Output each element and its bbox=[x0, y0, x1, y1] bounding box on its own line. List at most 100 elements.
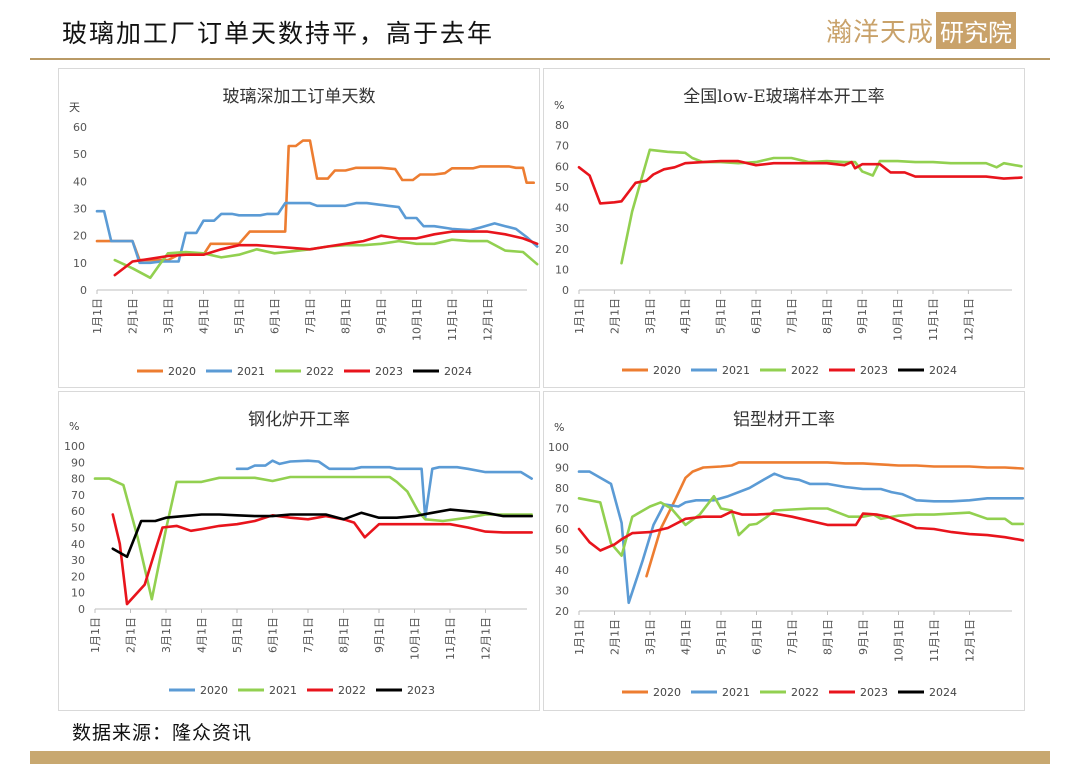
x-tick-label: 8月1日 bbox=[822, 619, 835, 655]
x-tick-label: 9月1日 bbox=[375, 298, 388, 334]
legend-label-2020: 2020 bbox=[653, 686, 681, 699]
y-tick-label: 100 bbox=[64, 440, 85, 453]
x-tick-label: 4月1日 bbox=[196, 617, 209, 653]
x-tick-label: 1月1日 bbox=[91, 298, 104, 334]
company-logo: 瀚洋天成 研究院 bbox=[826, 10, 1017, 50]
x-tick-label: 6月1日 bbox=[269, 298, 282, 334]
x-tick-label: 7月1日 bbox=[302, 617, 315, 653]
x-tick-label: 10月1日 bbox=[409, 617, 422, 660]
y-tick-label: 50 bbox=[73, 148, 87, 161]
x-tick-label: 5月1日 bbox=[233, 298, 246, 334]
y-tick-label: 50 bbox=[71, 522, 85, 535]
legend-label-2024: 2024 bbox=[929, 686, 957, 699]
legend-label-2023: 2023 bbox=[375, 365, 403, 378]
series-line-2021 bbox=[95, 201, 539, 265]
chart-aluminum-rate: 铝型材开工率% 20 30 40 50 60 70 80 90 100 1月1日 2月1日 3月1日 4月… bbox=[548, 410, 1024, 699]
y-tick-label: 30 bbox=[71, 554, 85, 567]
y-tick-label: 20 bbox=[555, 605, 569, 618]
chart-title: 铝型材开工率 bbox=[733, 410, 835, 430]
logo-box-text: 研究院 bbox=[936, 11, 1017, 49]
legend-label-2024: 2024 bbox=[929, 364, 957, 377]
chart-panel-aluminum-rate: 铝型材开工率% 20 30 40 50 60 70 80 90 100 1月1日 2月1日 3月1日 4月… bbox=[543, 391, 1025, 711]
series-line-2021 bbox=[577, 470, 1024, 605]
x-tick-label: 2月1日 bbox=[125, 617, 138, 653]
x-tick-label: 9月1日 bbox=[856, 298, 869, 334]
y-tick-label: 30 bbox=[555, 585, 569, 598]
x-tick-label: 10月1日 bbox=[892, 298, 905, 341]
x-tick-label: 10月1日 bbox=[893, 619, 906, 662]
x-tick-label: 8月1日 bbox=[340, 298, 353, 334]
legend-label-2022: 2022 bbox=[338, 684, 366, 697]
series-line-2022 bbox=[111, 513, 534, 606]
y-unit-label: % bbox=[69, 420, 79, 433]
x-tick-label: 12月1日 bbox=[964, 619, 977, 662]
legend-label-2022: 2022 bbox=[791, 686, 819, 699]
x-tick-label: 6月1日 bbox=[751, 619, 764, 655]
x-tick-label: 9月1日 bbox=[857, 619, 870, 655]
x-tick-label: 3月1日 bbox=[162, 298, 175, 334]
y-unit-label: % bbox=[554, 421, 564, 434]
legend-label-2020: 2020 bbox=[200, 684, 228, 697]
x-tick-label: 1月1日 bbox=[89, 617, 102, 653]
y-tick-label: 50 bbox=[555, 544, 569, 557]
y-tick-label: 40 bbox=[71, 538, 85, 551]
legend-label-2021: 2021 bbox=[722, 364, 750, 377]
y-tick-label: 40 bbox=[555, 202, 569, 215]
y-tick-label: 80 bbox=[555, 482, 569, 495]
x-tick-label: 7月1日 bbox=[785, 298, 798, 334]
x-tick-label: 10月1日 bbox=[411, 298, 424, 341]
y-tick-label: 30 bbox=[555, 222, 569, 235]
x-tick-label: 3月1日 bbox=[160, 617, 173, 653]
logo-text: 瀚洋天成 bbox=[826, 17, 935, 48]
series-line-2020 bbox=[645, 461, 1024, 578]
x-tick-label: 3月1日 bbox=[644, 298, 657, 334]
y-tick-label: 40 bbox=[73, 175, 87, 188]
y-tick-label: 60 bbox=[555, 160, 569, 173]
x-tick-label: 7月1日 bbox=[304, 298, 317, 334]
legend-label-2023: 2023 bbox=[860, 364, 888, 377]
x-tick-label: 2月1日 bbox=[127, 298, 140, 334]
y-tick-label: 60 bbox=[555, 523, 569, 536]
x-tick-label: 4月1日 bbox=[198, 298, 211, 334]
x-tick-label: 2月1日 bbox=[608, 298, 621, 334]
x-tick-label: 6月1日 bbox=[267, 617, 280, 653]
header-divider bbox=[30, 58, 1050, 60]
legend-label-2021: 2021 bbox=[722, 686, 750, 699]
x-tick-label: 8月1日 bbox=[338, 617, 351, 653]
x-tick-label: 3月1日 bbox=[644, 619, 657, 655]
series-line-2022 bbox=[620, 148, 1023, 265]
y-unit-label: 天 bbox=[69, 101, 80, 114]
chart-tempering-rate: 钢化炉开工率% 0 10 20 30 40 50 60 70 80 90 100 1月1日 2月1日 3月1… bbox=[64, 410, 534, 697]
x-tick-label: 7月1日 bbox=[786, 619, 799, 655]
y-tick-label: 80 bbox=[555, 119, 569, 132]
y-tick-label: 100 bbox=[548, 441, 569, 454]
x-tick-label: 11月1日 bbox=[927, 298, 940, 341]
y-tick-label: 10 bbox=[73, 257, 87, 270]
y-tick-label: 30 bbox=[73, 203, 87, 216]
legend-label-2022: 2022 bbox=[306, 365, 334, 378]
legend-label-2020: 2020 bbox=[653, 364, 681, 377]
legend-label-2021: 2021 bbox=[237, 365, 265, 378]
x-tick-label: 4月1日 bbox=[680, 619, 693, 655]
y-tick-label: 70 bbox=[555, 503, 569, 516]
y-tick-label: 50 bbox=[555, 181, 569, 194]
y-tick-label: 0 bbox=[78, 603, 85, 616]
x-tick-label: 6月1日 bbox=[750, 298, 763, 334]
series-line-2023 bbox=[113, 230, 539, 277]
y-tick-label: 70 bbox=[555, 140, 569, 153]
chart-panel-lowe-rate: 全国low-E玻璃样本开工率% 0 10 20 30 40 50 60 70 80 1月1日 2月1日… bbox=[543, 68, 1025, 388]
y-tick-label: 40 bbox=[555, 564, 569, 577]
y-tick-label: 20 bbox=[73, 230, 87, 243]
footer-bar bbox=[30, 751, 1050, 764]
y-tick-label: 80 bbox=[71, 473, 85, 486]
x-tick-label: 9月1日 bbox=[373, 617, 386, 653]
x-tick-label: 12月1日 bbox=[482, 298, 495, 341]
y-tick-label: 60 bbox=[73, 121, 87, 134]
legend-label-2021: 2021 bbox=[269, 684, 297, 697]
chart-title: 全国low-E玻璃样本开工率 bbox=[683, 87, 884, 107]
chart-title: 玻璃深加工订单天数 bbox=[223, 87, 376, 107]
y-tick-label: 90 bbox=[71, 456, 85, 469]
x-tick-label: 12月1日 bbox=[962, 298, 975, 341]
series-line-2023 bbox=[111, 508, 534, 559]
x-tick-label: 11月1日 bbox=[444, 617, 457, 660]
